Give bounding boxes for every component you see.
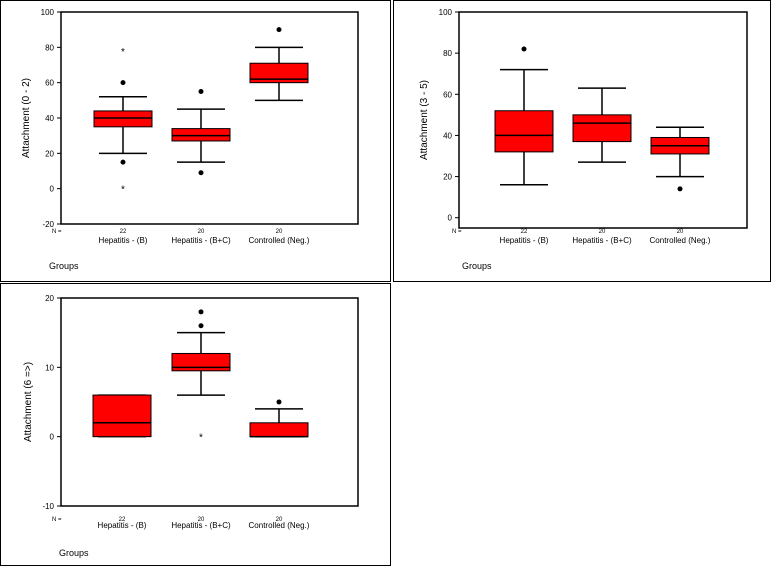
iqr-box	[572, 114, 632, 143]
n-value: 20	[198, 517, 205, 523]
n-value: 20	[599, 229, 606, 235]
y-tick-label: 0	[50, 433, 55, 442]
n-value: 22	[521, 229, 528, 235]
y-tick-label: 100	[41, 8, 55, 17]
box-2	[171, 89, 231, 176]
y-tick-label: 60	[443, 90, 452, 99]
y-tick-label: 0	[50, 185, 55, 194]
category-label: Hepatitis - (B)	[99, 236, 148, 245]
y-tick-label: 100	[439, 8, 453, 17]
n-value: 22	[119, 517, 126, 523]
outlier-point	[521, 46, 527, 52]
x-axis-label: Groups	[49, 261, 79, 271]
box-1	[494, 46, 554, 186]
box-2	[572, 87, 632, 163]
box-3	[650, 126, 710, 192]
extreme-point: *	[199, 433, 203, 444]
chart-panel-attachment-0-2: -20 0 20 40 60 80 100 Attachment (0 - 2) N = * * 22…	[0, 0, 391, 282]
plot-frame	[458, 11, 748, 229]
outlier-point	[120, 159, 126, 165]
category-label: Hepatitis - (B+C)	[572, 236, 632, 245]
category-label: Hepatitis - (B)	[500, 236, 549, 245]
y-tick-label: 80	[443, 49, 452, 58]
y-tick-label: 20	[443, 173, 452, 182]
iqr-box	[171, 352, 231, 372]
y-axis-label: Attachment (3 - 5)	[419, 80, 430, 160]
category-label: Controlled (Neg.)	[249, 521, 310, 530]
y-tick-label: -20	[42, 220, 54, 229]
plot-frame	[60, 297, 359, 507]
box-2: *	[171, 309, 231, 444]
x-axis-label: Groups	[59, 548, 89, 558]
x-axis-label: Groups	[462, 261, 492, 271]
y-tick-label: -10	[42, 502, 54, 511]
outlier-point	[198, 89, 204, 94]
outlier-point	[198, 309, 204, 315]
outlier-point	[198, 323, 204, 329]
chart-panel-attachment-3-5: 0 20 40 60 80 100 Attachment (3 - 5) N = 22 Hepat…	[393, 0, 771, 282]
outlier-point	[276, 399, 282, 405]
n-label: N =	[52, 517, 62, 523]
iqr-box	[249, 422, 309, 438]
category-label: Hepatitis - (B+C)	[171, 521, 231, 530]
iqr-box	[171, 128, 231, 142]
category-label: Hepatitis - (B+C)	[171, 236, 231, 245]
category-label: Controlled (Neg.)	[249, 236, 310, 245]
iqr-box	[92, 394, 152, 438]
n-label: N =	[452, 229, 462, 235]
n-label: N =	[52, 229, 62, 235]
box-3	[249, 27, 309, 102]
outlier-point	[677, 186, 683, 192]
iqr-box	[93, 110, 153, 128]
outlier-point	[120, 80, 126, 86]
iqr-box	[249, 62, 309, 84]
n-value: 20	[276, 517, 283, 523]
n-value: 20	[677, 229, 684, 235]
y-tick-label: 20	[45, 294, 54, 303]
extreme-point: *	[121, 185, 125, 196]
category-label: Hepatitis - (B)	[98, 521, 147, 530]
y-tick-label: 0	[448, 214, 453, 223]
chart-panel-attachment-6-plus: -10 0 10 20 Attachment (6 =>) N = 22 Hepatitis …	[0, 283, 391, 566]
n-value: 20	[276, 229, 283, 235]
n-value: 20	[198, 229, 205, 235]
category-label: Controlled (Neg.)	[650, 236, 711, 245]
y-tick-label: 10	[45, 363, 54, 372]
extreme-point: *	[121, 47, 125, 58]
box-3	[249, 399, 309, 438]
y-axis-label: Attachment (6 =>)	[23, 362, 34, 442]
n-value: 22	[120, 229, 127, 235]
y-tick-label: 40	[45, 114, 54, 123]
box-1	[92, 394, 152, 438]
iqr-box	[494, 110, 554, 153]
y-tick-label: 80	[45, 43, 54, 52]
y-tick-label: 40	[443, 131, 452, 140]
outlier-point	[276, 27, 282, 33]
outlier-point	[198, 170, 204, 176]
box-1: **	[93, 47, 153, 196]
y-axis-label: Attachment (0 - 2)	[21, 78, 32, 158]
y-tick-label: 20	[45, 149, 54, 158]
y-tick-label: 60	[45, 79, 54, 88]
